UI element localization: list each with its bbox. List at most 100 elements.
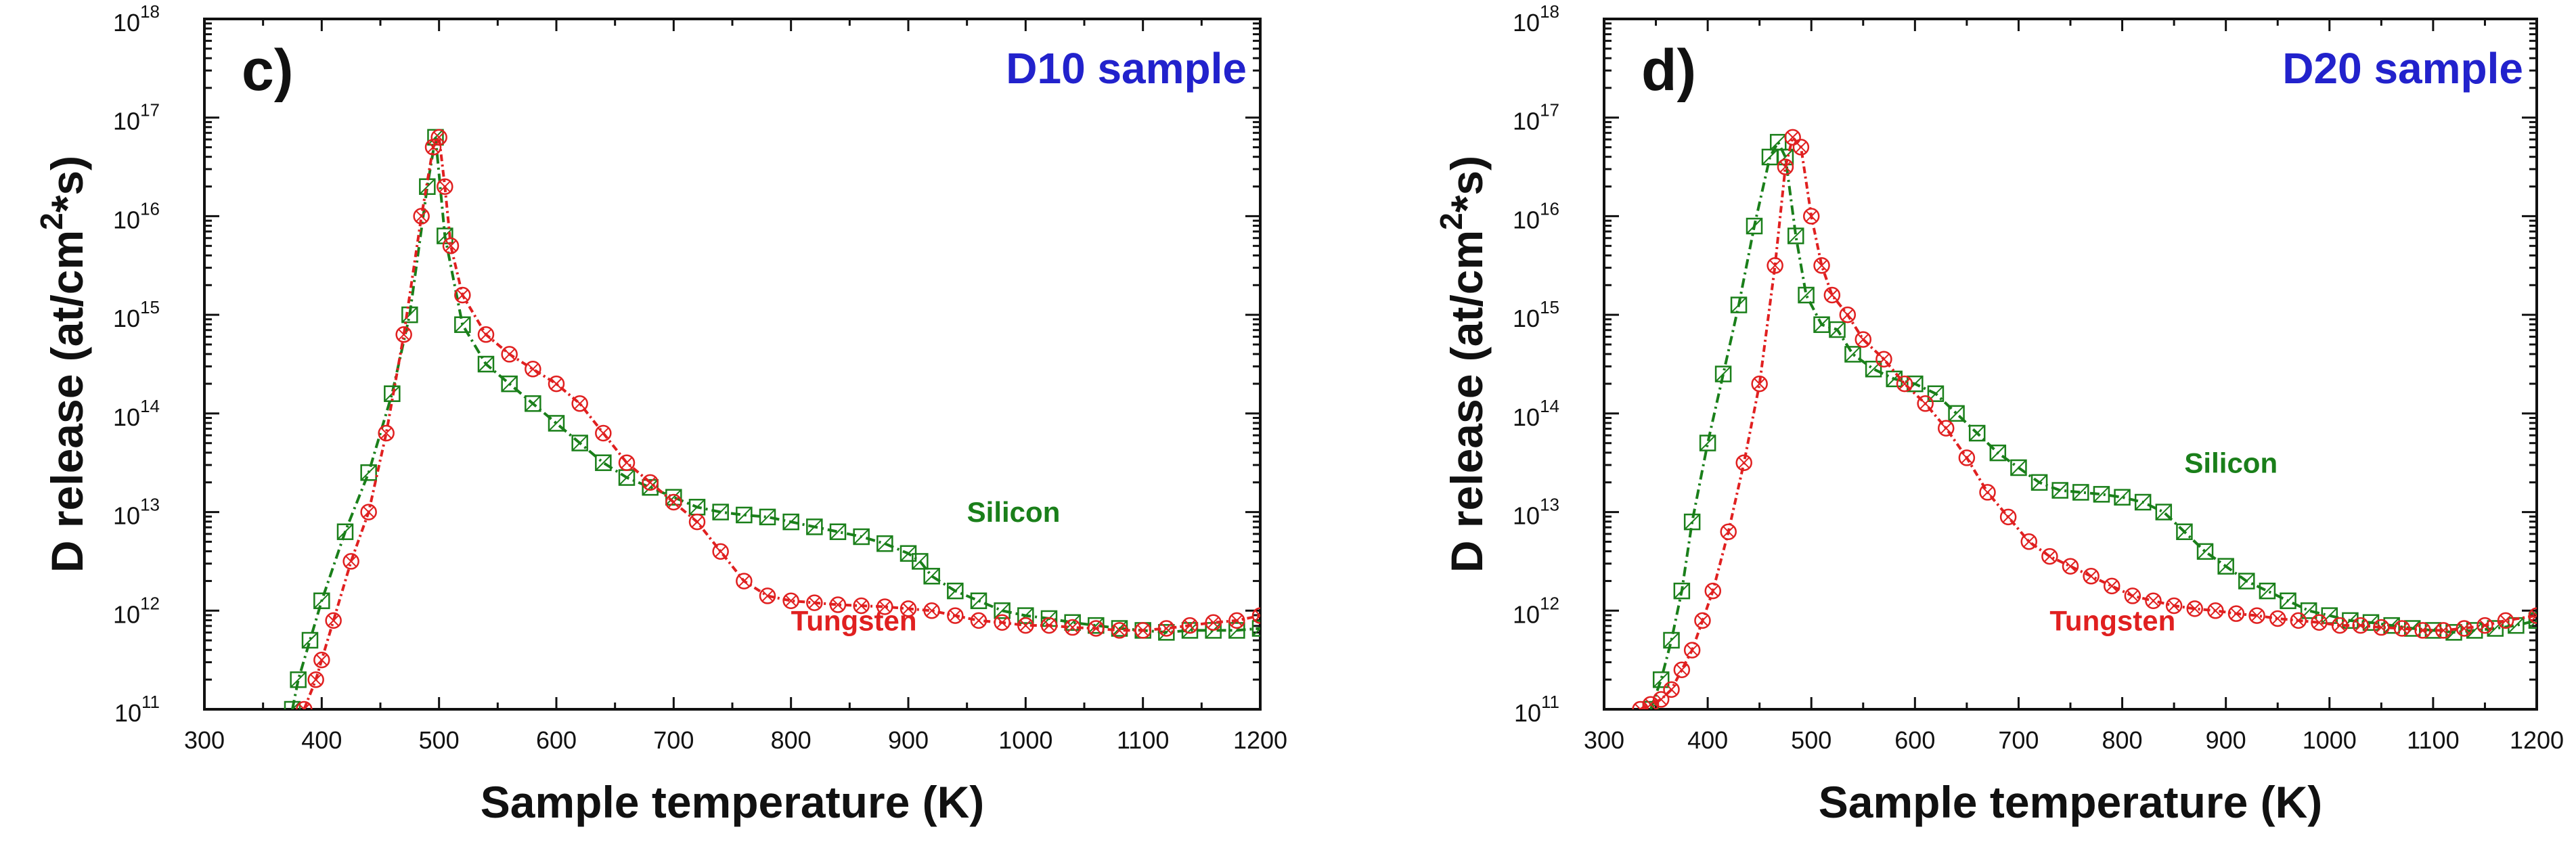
series-line-tungsten	[303, 133, 1260, 709]
data-point	[595, 454, 612, 471]
data-point	[642, 478, 659, 496]
data-point-mark	[1815, 259, 1828, 271]
y-tick-base: 10	[1513, 108, 1540, 135]
y-axis-title-main: D release (at/cm	[42, 230, 92, 573]
data-point-mark	[2531, 609, 2537, 617]
data-point	[325, 612, 342, 629]
data-point	[1134, 622, 1151, 639]
data-point-mark	[501, 376, 518, 392]
data-point	[548, 375, 565, 393]
data-point	[2124, 587, 2141, 604]
data-point	[970, 592, 987, 609]
data-point	[1111, 622, 1128, 639]
data-point	[1798, 286, 1815, 304]
data-point	[759, 508, 776, 526]
data-point-mark	[832, 598, 844, 611]
data-point-mark	[445, 240, 457, 252]
y-tick-exponent: 12	[1540, 593, 1559, 613]
data-point-mark	[1182, 622, 1198, 639]
data-point	[1663, 631, 1680, 649]
data-point	[1927, 385, 1945, 402]
data-point-mark	[397, 328, 410, 340]
data-point-mark	[2209, 604, 2222, 617]
y-tick-exponent: 14	[1540, 396, 1559, 416]
data-point	[970, 612, 987, 629]
data-point-mark	[313, 593, 330, 609]
data-point	[1844, 346, 1861, 363]
data-point-mark	[427, 129, 444, 146]
data-point-mark	[548, 415, 564, 432]
data-point	[1948, 405, 1965, 422]
data-point	[1158, 624, 1175, 641]
data-point-mark	[2416, 624, 2429, 637]
data-point-mark	[2437, 624, 2449, 637]
data-point-mark	[1707, 585, 1719, 597]
data-point-mark	[714, 546, 727, 558]
data-point-mark	[1674, 583, 1690, 599]
data-point	[1673, 582, 1691, 600]
data-point-mark	[925, 604, 938, 617]
data-point-mark	[1684, 514, 1700, 530]
data-point	[1735, 454, 1752, 471]
sample-title: D20 sample	[2282, 44, 2523, 93]
data-point	[759, 587, 776, 604]
x-tick-label: 800	[2102, 726, 2143, 754]
data-point-mark	[1737, 457, 1750, 469]
data-point	[424, 139, 442, 156]
data-point	[301, 631, 319, 649]
y-tick-label: 1016	[113, 198, 160, 233]
data-point	[437, 227, 453, 244]
series-label-tungsten: Tungsten	[2049, 604, 2175, 636]
data-point-mark	[1066, 621, 1079, 633]
data-point	[1839, 306, 1857, 324]
data-point	[342, 553, 359, 570]
data-point	[1777, 158, 1794, 175]
data-point	[384, 385, 401, 402]
data-point	[665, 489, 682, 506]
data-point	[360, 504, 377, 520]
data-point-mark	[1655, 693, 1667, 706]
data-point-mark	[900, 546, 916, 562]
data-point	[876, 598, 893, 615]
data-point-mark	[1878, 353, 1890, 365]
data-point-mark	[362, 506, 375, 518]
data-point	[736, 573, 753, 589]
y-tick-label: 1017	[113, 100, 160, 135]
data-point	[1746, 217, 1763, 235]
data-point	[1017, 607, 1034, 624]
data-point	[2072, 484, 2089, 501]
data-point-mark	[2168, 600, 2180, 612]
data-point-mark	[1111, 620, 1128, 637]
data-point-mark	[2072, 484, 2089, 501]
x-tick-label: 500	[419, 726, 460, 754]
data-point	[571, 435, 588, 451]
data-point-mark	[419, 179, 436, 195]
panel-label: c)	[242, 38, 293, 103]
data-point-mark	[1207, 617, 1220, 629]
data-point	[923, 568, 940, 585]
data-point-mark	[1787, 227, 1804, 244]
data-point	[2280, 592, 2296, 609]
data-point	[1205, 614, 1222, 631]
data-point	[430, 129, 447, 146]
data-point-mark	[1948, 405, 1965, 422]
data-point-mark	[1665, 684, 1678, 696]
data-point-mark	[2396, 622, 2408, 635]
data-point-mark	[2230, 607, 2242, 620]
data-point-mark	[573, 397, 586, 409]
data-point	[876, 535, 893, 552]
data-point	[618, 454, 636, 471]
data-point	[2155, 504, 2173, 520]
y-axis-title: D release (at/cm2*s)	[34, 156, 92, 573]
x-tick-label: 1000	[998, 726, 1052, 754]
data-point	[1792, 139, 1810, 156]
data-point	[1694, 612, 1711, 629]
data-point-mark	[2334, 619, 2346, 631]
data-point-mark	[691, 516, 703, 528]
y-tick-label: 1012	[113, 593, 160, 628]
data-point	[2528, 607, 2537, 624]
data-point-mark	[527, 363, 539, 375]
data-point	[1642, 696, 1660, 709]
data-point	[994, 602, 1011, 619]
y-tick-base: 10	[113, 9, 140, 37]
